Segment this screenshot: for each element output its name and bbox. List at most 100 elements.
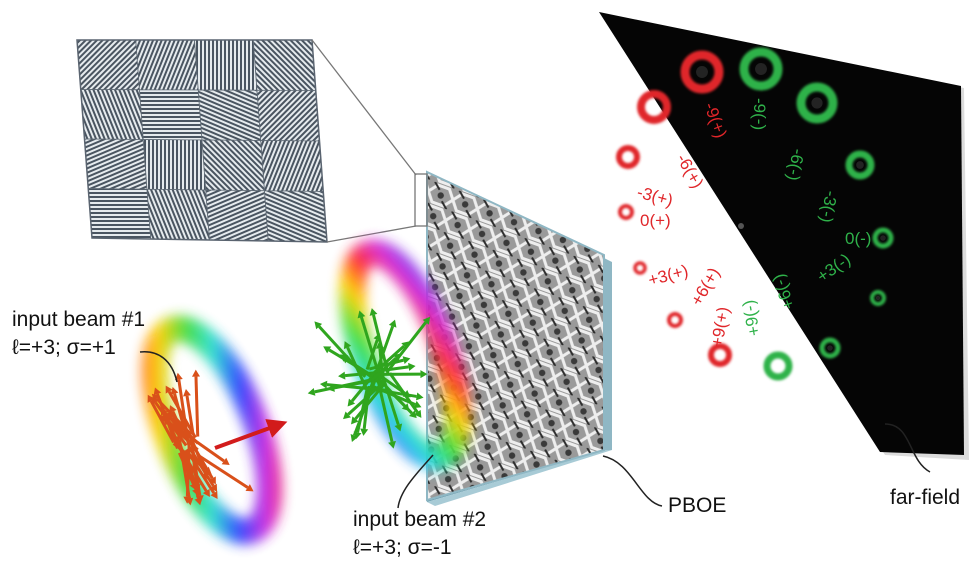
- polarization-arrowhead: [153, 387, 162, 396]
- beam1-title: input beam #1: [12, 308, 146, 331]
- polarization-arrow: [177, 379, 189, 439]
- beam2-params: ℓ=+3; σ=-1: [353, 536, 452, 559]
- polarization-arrowhead: [170, 386, 179, 395]
- order-label: 0(+): [640, 211, 671, 230]
- polarization-arrowhead: [408, 362, 416, 371]
- polarization-arrow: [173, 393, 193, 453]
- polarization-arrow: [365, 339, 379, 370]
- polarization-arrow: [186, 433, 225, 463]
- polarization-arrowhead: [183, 388, 191, 397]
- polarization-arrowhead: [307, 387, 316, 396]
- diffraction-ring-core: [880, 235, 886, 241]
- diffraction-ring: [680, 50, 724, 94]
- polarization-arrow: [185, 445, 191, 497]
- polarization-arrow: [155, 393, 179, 449]
- order-label: -3(+): [635, 183, 675, 211]
- polarization-arrowhead: [245, 484, 254, 492]
- magnified-grating-panel: [76, 39, 417, 243]
- diffraction-ring-core: [716, 351, 724, 359]
- polarization-arrow: [190, 439, 207, 474]
- polarization-arrowhead: [191, 369, 200, 377]
- polarization-arrowhead: [369, 308, 378, 316]
- polarization-arrowhead: [210, 490, 218, 500]
- grating-tile: [260, 140, 324, 192]
- diffraction-ring-core: [755, 63, 767, 75]
- beam1-group: [141, 315, 288, 545]
- polarization-arrowhead: [350, 434, 359, 442]
- polarization-arrow: [388, 389, 413, 415]
- polarization-arrow: [346, 346, 369, 392]
- farfield-leader: [884, 423, 931, 473]
- diffraction-ring: [667, 312, 683, 328]
- grating-tile: [205, 189, 269, 242]
- grating-tile: [142, 139, 207, 191]
- diffraction-ring-core: [875, 295, 881, 301]
- diffraction-ring: [845, 150, 875, 180]
- zoom-line-bottom: [326, 225, 417, 243]
- order-label: 0(-): [845, 229, 871, 248]
- grating-tile: [201, 139, 265, 192]
- diffraction-ring-core: [827, 345, 833, 351]
- polarization-arrowhead: [375, 341, 384, 349]
- polarization-arrowhead: [319, 380, 328, 389]
- diffraction-ring: [618, 204, 634, 220]
- pboe-element: [414, 170, 612, 506]
- diffraction-ring-core: [624, 153, 632, 161]
- polarization-arrowhead: [183, 496, 192, 504]
- farfield-label: far-field: [890, 486, 961, 509]
- beam2-group: [307, 239, 471, 471]
- polarization-arrowhead: [388, 319, 397, 328]
- diffraction-ring: [739, 47, 783, 91]
- propagation-arrow: [214, 419, 288, 450]
- polarization-arrowhead: [192, 484, 201, 492]
- polarization-arrowhead: [394, 423, 403, 432]
- pboe-leader: [602, 455, 663, 507]
- diffraction-ring: [637, 90, 671, 124]
- grating-tile: [76, 39, 140, 91]
- polarization-arrow: [190, 448, 199, 485]
- polarization-arrow: [171, 410, 187, 439]
- order-label: +3(+): [646, 261, 690, 290]
- polarization-arrowhead: [169, 405, 177, 414]
- polarization-arrowhead: [408, 410, 417, 419]
- polarization-arrowhead: [314, 321, 323, 330]
- polarization-arrow: [185, 395, 195, 435]
- polarization-arrowhead: [388, 440, 396, 449]
- zoom-line-top: [311, 39, 417, 176]
- polarization-arrowhead: [221, 457, 230, 465]
- polarization-arrowhead: [360, 428, 369, 436]
- polarization-arrow: [194, 376, 200, 437]
- polarization-arrowhead: [413, 400, 422, 409]
- polarization-arrow: [381, 374, 400, 426]
- polarization-arrow: [154, 401, 188, 447]
- grating-tile: [139, 89, 203, 141]
- diffraction-ring-core: [696, 66, 708, 78]
- polarization-arrowhead: [201, 471, 210, 480]
- grating-tile: [84, 138, 148, 190]
- polarization-arrowhead: [343, 341, 352, 350]
- polarization-arrowhead: [147, 394, 155, 403]
- grating-tile: [135, 39, 199, 91]
- beam2-leader: [397, 454, 434, 509]
- diffraction-ring: [763, 351, 793, 381]
- diffraction-ring: [870, 290, 886, 306]
- polarization-arrowhead: [338, 371, 346, 380]
- polarization-arrowhead: [323, 346, 332, 354]
- polarization-arrowhead: [351, 416, 359, 425]
- polarization-arrowhead: [202, 488, 210, 497]
- diffraction-ring: [633, 261, 647, 275]
- grating-tile: [264, 190, 328, 243]
- order-label: +9(-): [739, 298, 764, 337]
- pboe-label: PBOE: [668, 494, 727, 517]
- polarization-arrowhead: [422, 316, 431, 325]
- diffraction-ring-core: [811, 97, 823, 109]
- diffraction-ring: [819, 337, 841, 359]
- order-label: +9(+): [707, 305, 733, 348]
- grating-tile: [194, 39, 258, 91]
- zero-order-spot: [738, 223, 744, 229]
- diffraction-ring-core: [649, 102, 659, 112]
- polarization-arrow: [185, 448, 216, 494]
- grating-tile: [87, 188, 152, 240]
- grating-tile: [80, 89, 144, 140]
